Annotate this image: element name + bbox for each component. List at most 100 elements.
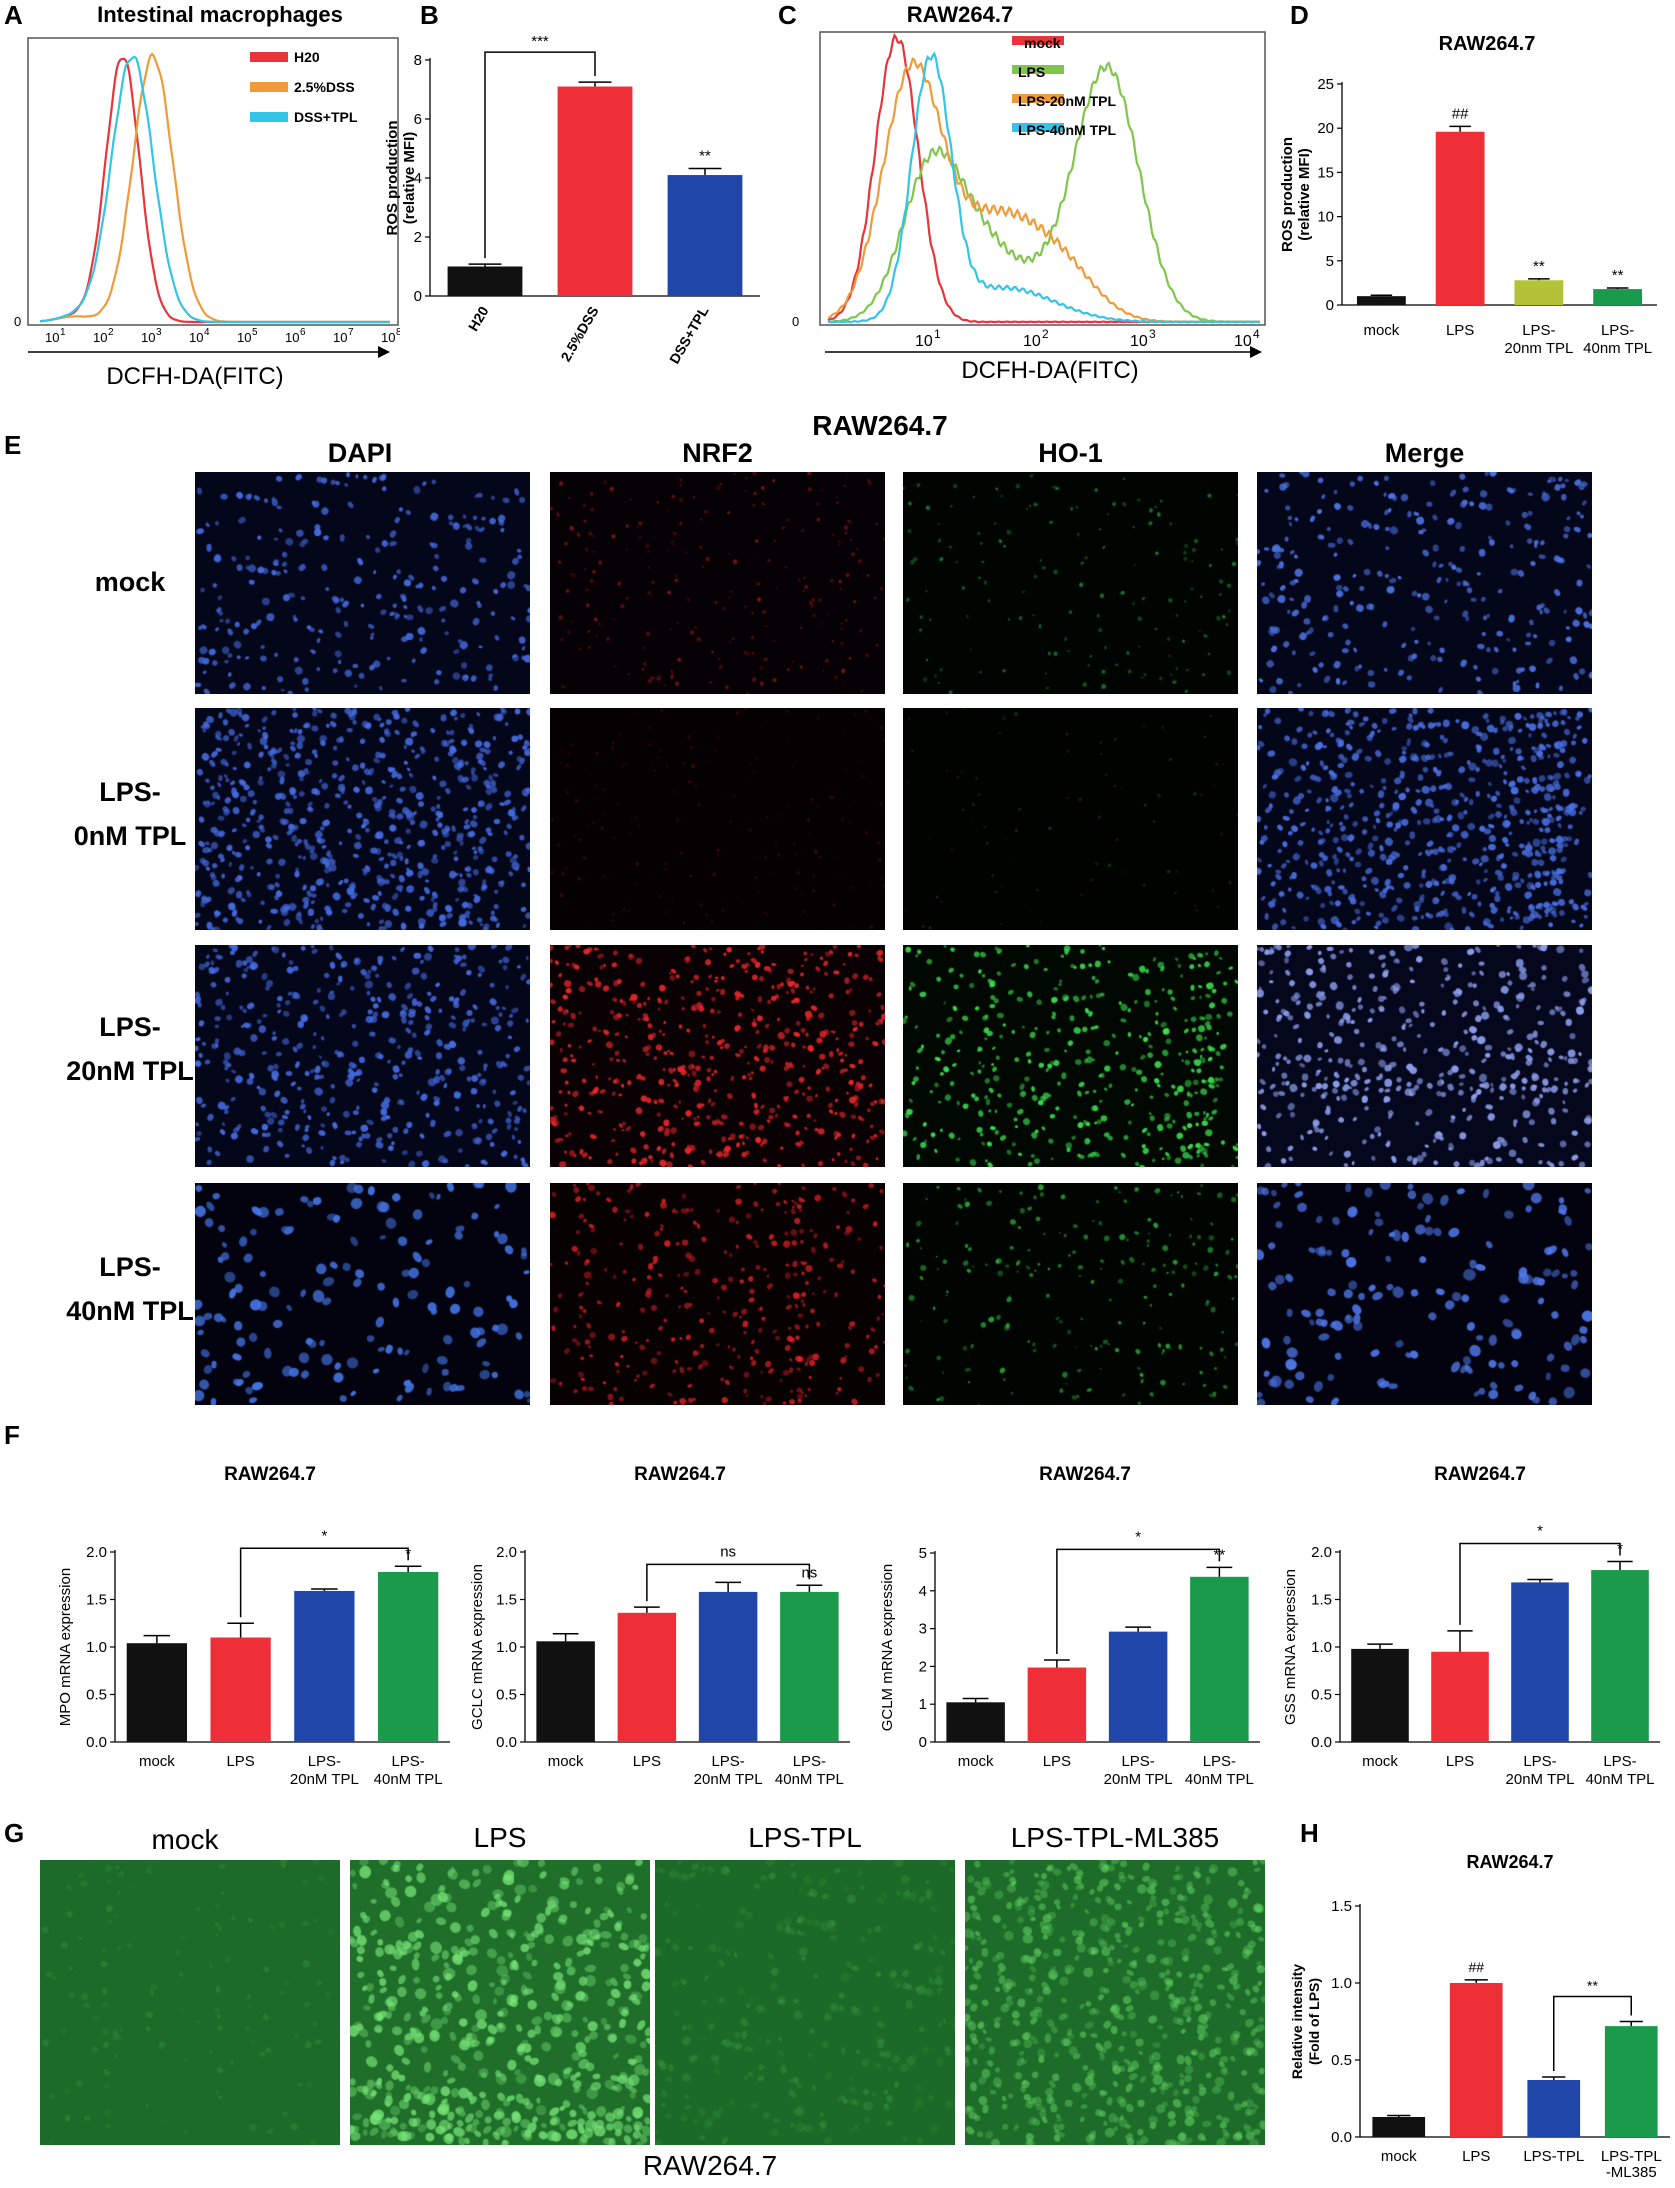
legend-swatch bbox=[250, 82, 288, 92]
chart-a-title: Intestinal macrophages bbox=[97, 2, 343, 27]
y-tick-label: 4 bbox=[919, 1583, 927, 1600]
chart-title: RAW264.7 bbox=[634, 1464, 726, 1485]
x-tick-exponent: 1 bbox=[934, 327, 941, 341]
x-tick-exponent: 3 bbox=[156, 327, 162, 338]
category-label: mock bbox=[1363, 322, 1399, 339]
category-label: 40nm TPL bbox=[1583, 340, 1652, 357]
legend-label: LPS-40nM TPL bbox=[1018, 122, 1116, 138]
bar bbox=[1527, 2080, 1581, 2137]
chart-f3-gclm: RAW264.7 0 1 2 3 4 5 GCLM mRNA expression mock LP… bbox=[879, 1464, 1260, 1788]
category-label: LPS- bbox=[1121, 1753, 1154, 1770]
legend-swatch bbox=[250, 52, 288, 62]
chart-a-xlabel: DCFH-DA(FITC) bbox=[106, 363, 283, 390]
category-label: LPS bbox=[1446, 1753, 1474, 1770]
category-label: 40nM TPL bbox=[374, 1771, 443, 1788]
bar bbox=[557, 86, 633, 296]
x-tick-exponent: 7 bbox=[348, 327, 354, 338]
panel-e-col-nrf2: NRF2 bbox=[682, 438, 753, 468]
panel-e-row-lps-0nm: LPS- 0nM TPL bbox=[73, 777, 187, 851]
y-tick-label: 5 bbox=[1326, 253, 1334, 270]
bar bbox=[1108, 1631, 1168, 1742]
legend-swatch bbox=[1012, 65, 1064, 74]
y-tick-label: 1.5 bbox=[1331, 1898, 1352, 1915]
bar bbox=[377, 1571, 439, 1742]
panel-e-row-mock: mock bbox=[94, 567, 166, 597]
x-tick-exponent: 4 bbox=[204, 327, 210, 338]
y-axis-label: ROS production bbox=[385, 121, 401, 236]
y-tick-label: 8 bbox=[414, 52, 422, 69]
category-label: LPS bbox=[1462, 2148, 1490, 2165]
category-label: LPS- bbox=[1203, 1753, 1236, 1770]
panel-label-f: F bbox=[4, 1420, 20, 1450]
significance-marker: * bbox=[405, 1545, 411, 1562]
panel-label-b: B bbox=[420, 0, 439, 30]
chart-c-legend: mock LPS LPS-20nM TPL LPS-40nM TPL bbox=[1012, 35, 1116, 138]
micrograph-nrf2-lps-40nm bbox=[550, 1183, 885, 1405]
category-label: LPS- bbox=[711, 1753, 744, 1770]
y-tick-label: 2.0 bbox=[1311, 1544, 1332, 1561]
chart-c-curves bbox=[827, 32, 1261, 324]
micrograph-dapi-lps-40nm bbox=[195, 1183, 530, 1405]
chart-d-bars: RAW264.7 0 5 10 15 20 25 ROS production (relativ… bbox=[1279, 33, 1657, 357]
significance-marker: ** bbox=[1587, 1978, 1598, 1994]
category-label: 20nM TPL bbox=[290, 1771, 359, 1788]
category-label: mock bbox=[1362, 1753, 1398, 1770]
bar bbox=[210, 1637, 271, 1742]
significance-marker: ns bbox=[720, 1543, 736, 1560]
category-label: LPS- bbox=[1523, 1753, 1556, 1770]
panel-label-a: A bbox=[4, 0, 23, 30]
panel-label-d: D bbox=[1290, 0, 1309, 30]
category-label: H20 bbox=[465, 303, 492, 333]
x-tick-label: 10 bbox=[45, 330, 59, 345]
chart-c-title: RAW264.7 bbox=[907, 2, 1013, 27]
legend-label: DSS+TPL bbox=[294, 109, 358, 125]
y-tick-label: 1.0 bbox=[1331, 1975, 1352, 1992]
histogram-curve bbox=[39, 55, 390, 324]
bar bbox=[698, 1591, 758, 1742]
y-tick-label: 0.5 bbox=[1311, 1687, 1332, 1704]
panel-e-title: RAW264.7 bbox=[812, 410, 948, 441]
significance-marker: ** bbox=[699, 148, 711, 165]
bar bbox=[294, 1590, 355, 1742]
panel-g-col-lps-tpl-ml385: LPS-TPL-ML385 bbox=[1010, 1822, 1220, 1853]
category-label: 20nM TPL bbox=[1104, 1771, 1173, 1788]
y-tick-label: 25 bbox=[1317, 76, 1334, 93]
x-tick-label: 10 bbox=[141, 330, 155, 345]
chart-a-frame bbox=[27, 37, 399, 326]
y-tick-label: 1 bbox=[919, 1696, 927, 1713]
micrograph-merge-lps-20nm bbox=[1257, 945, 1592, 1167]
y-tick-label: 2.0 bbox=[86, 1544, 107, 1561]
panel-label-e: E bbox=[4, 430, 22, 460]
micrograph-dapi-mock bbox=[195, 472, 530, 694]
y-axis-label: (Fold of LPS) bbox=[1306, 1978, 1322, 2065]
y-tick-label: 2 bbox=[919, 1658, 927, 1675]
chart-title: RAW264.7 bbox=[224, 1464, 316, 1485]
category-label: 20nM TPL bbox=[694, 1771, 763, 1788]
x-tick-label: 10 bbox=[237, 330, 251, 345]
significance-marker: * bbox=[1617, 1541, 1623, 1558]
bar bbox=[667, 175, 743, 296]
legend-swatch bbox=[1012, 36, 1064, 45]
bar bbox=[126, 1643, 188, 1742]
legend-label: LPS bbox=[1018, 64, 1045, 80]
bar bbox=[1449, 1983, 1503, 2137]
legend-label: 2.5%DSS bbox=[294, 79, 355, 95]
category-label: 20nM TPL bbox=[1506, 1771, 1575, 1788]
panel-g-col-mock: mock bbox=[151, 1824, 219, 1855]
bar bbox=[1431, 1651, 1489, 1742]
chart-a-legend: H20 2.5%DSS DSS+TPL bbox=[250, 49, 358, 125]
chart-c-xlabel: DCFH-DA(FITC) bbox=[961, 357, 1138, 384]
y-tick-label: 4 bbox=[414, 170, 422, 187]
significance-bracket bbox=[1553, 1995, 1632, 2071]
chart-a-curves bbox=[39, 52, 390, 324]
micrograph-dapi-lps-0nm bbox=[195, 708, 530, 930]
y-axis-label: GCLC mRNA expression bbox=[469, 1564, 486, 1730]
x-tick-label: 10 bbox=[285, 330, 299, 345]
category-label: -ML385 bbox=[1606, 2164, 1657, 2181]
category-label: mock bbox=[548, 1753, 584, 1770]
legend-label: mock bbox=[1024, 35, 1061, 51]
micrograph-ho1-lps-0nm bbox=[903, 708, 1238, 930]
x-tick-label: 10 bbox=[915, 333, 933, 350]
significance-bracket bbox=[1459, 1542, 1621, 1625]
x-tick-label: 10 bbox=[381, 330, 395, 345]
